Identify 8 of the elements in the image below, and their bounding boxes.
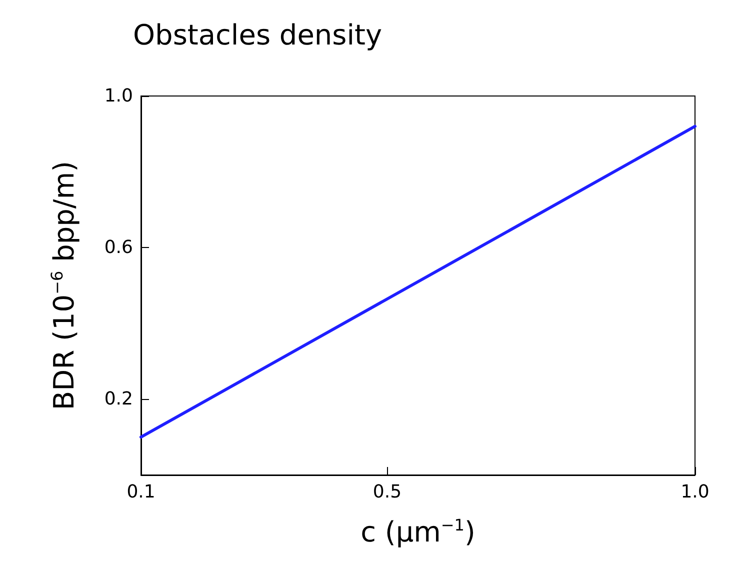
- y-tick-label: 1.0: [104, 86, 133, 106]
- chart-title: Obstacles density: [133, 18, 382, 52]
- x-tick-label: 0.1: [126, 482, 156, 502]
- y-axis-title: BDR (10−6 bpp/m): [48, 160, 80, 410]
- x-tick-label: 0.5: [372, 482, 402, 502]
- x-tick-label: 1.0: [680, 482, 710, 502]
- y-tick-label: 0.6: [104, 237, 133, 258]
- y-tick-label: 0.2: [104, 388, 133, 410]
